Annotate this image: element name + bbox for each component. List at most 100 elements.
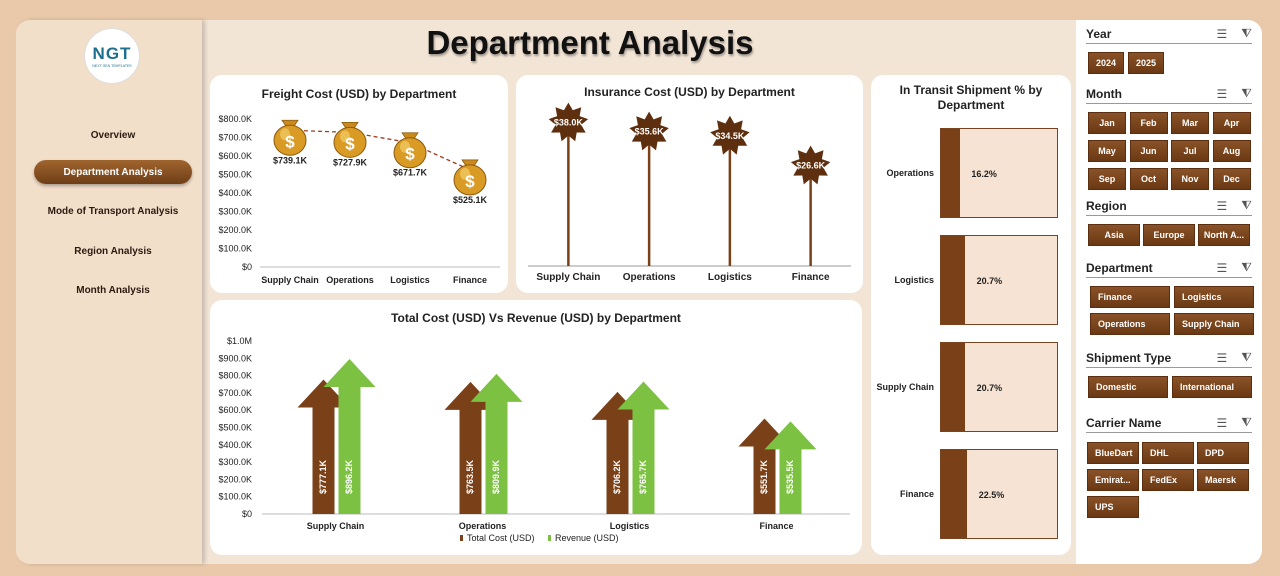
transit-bar-fill <box>941 129 960 217</box>
cost-vs-revenue-card: Total Cost (USD) Vs Revenue (USD) by Dep… <box>210 300 862 555</box>
slicer-option-department[interactable]: Logistics <box>1174 286 1254 308</box>
transit-bar-fill <box>941 236 965 324</box>
slicer-option-carrier[interactable]: FedEx <box>1142 469 1194 491</box>
slicer-option-year[interactable]: 2025 <box>1128 52 1164 74</box>
multi-select-icon[interactable]: ☰ <box>1216 198 1228 213</box>
slicer-option-month[interactable]: Nov <box>1171 168 1209 190</box>
x-tick-label: Operations <box>326 275 374 285</box>
slicer-option-carrier[interactable]: DPD <box>1197 442 1249 464</box>
slicer-option-month[interactable]: Apr <box>1212 112 1251 134</box>
slicer-title-year: Year <box>1086 26 1112 41</box>
money-bag-icon: $ <box>393 132 427 169</box>
slicer-option-year[interactable]: 2024 <box>1088 52 1124 74</box>
slicer-option-month[interactable]: May <box>1088 140 1126 162</box>
nav-department-analysis[interactable]: Department Analysis <box>34 160 192 184</box>
slicer-option-shipment[interactable]: International <box>1172 376 1252 398</box>
clear-filter-icon[interactable]: ⧨ <box>1241 26 1252 40</box>
logo-subtext: NEXT GEN TEMPLATES <box>92 64 132 68</box>
slicer-option-carrier[interactable]: Maersk <box>1197 469 1249 491</box>
slicer-option-region[interactable]: North A... <box>1198 224 1250 246</box>
slicer-option-month[interactable]: Mar <box>1171 112 1209 134</box>
y-tick-label: $400.0K <box>218 188 252 198</box>
data-label: $706.2K <box>612 459 622 494</box>
revenue-bar <box>470 373 523 514</box>
data-label: $896.2K <box>344 459 354 494</box>
transit-category-label: Finance <box>899 489 934 499</box>
clear-filter-icon[interactable]: ⧨ <box>1241 415 1252 429</box>
nav-month-analysis[interactable]: Month Analysis <box>76 284 150 296</box>
clear-filter-icon[interactable]: ⧨ <box>1241 86 1252 100</box>
slicer-option-region[interactable]: Asia <box>1088 224 1140 246</box>
slicer-option-carrier[interactable]: Emirat... <box>1087 469 1139 491</box>
nav-mode-of-transport-analysis[interactable]: Mode of Transport Analysis <box>47 205 179 217</box>
logo-text: NGT <box>92 44 132 63</box>
transit-category-label: Supply Chain <box>876 382 934 392</box>
sidebar <box>16 20 202 564</box>
cost-vs-revenue-chart: $0 $100.0K $200.0K $300.0K $400.0K $500.0K $60… <box>218 336 850 543</box>
transit-bar-fill <box>941 450 968 538</box>
x-tick-label: Logistics <box>390 275 430 285</box>
slicer-option-department[interactable]: Supply Chain <box>1174 313 1254 335</box>
data-label: $671.7K <box>393 168 428 178</box>
x-tick-label: Supply Chain <box>536 272 600 283</box>
slicer-option-region[interactable]: Europe <box>1143 224 1195 246</box>
chart-legend: Total Cost (USD) Revenue (USD) <box>460 533 619 543</box>
revenue-bar <box>764 421 817 514</box>
y-tick-label: $200.0K <box>218 225 252 235</box>
y-tick-label: $500.0K <box>218 170 252 180</box>
slicer-option-month[interactable]: Jul <box>1171 140 1209 162</box>
data-label: $38.0K <box>554 118 584 128</box>
slicer-header-carrier: Carrier Name ☰ ⧨ <box>1086 413 1252 433</box>
money-bag-icon: $ <box>453 159 487 196</box>
y-tick-label: $100.0K <box>218 244 252 254</box>
slicer-option-carrier[interactable]: UPS <box>1087 496 1139 518</box>
slicer-option-department[interactable]: Finance <box>1090 286 1170 308</box>
nav-overview[interactable]: Overview <box>90 129 136 141</box>
slicer-option-carrier[interactable]: BlueDart <box>1087 442 1139 464</box>
multi-select-icon[interactable]: ☰ <box>1216 260 1228 275</box>
slicer-option-carrier[interactable]: DHL <box>1142 442 1194 464</box>
legend-swatch <box>548 535 551 541</box>
slicer-option-month[interactable]: Aug <box>1212 140 1251 162</box>
svg-text:$: $ <box>405 145 415 164</box>
y-tick-label: $600.0K <box>218 151 252 161</box>
multi-select-icon[interactable]: ☰ <box>1216 26 1228 41</box>
transit-category-label: Operations <box>886 168 934 178</box>
clear-filter-icon[interactable]: ⧨ <box>1241 198 1252 212</box>
page-title: Department Analysis <box>426 24 754 61</box>
freight-trend-line <box>289 129 471 171</box>
transit-bar: 20.7% <box>940 342 1058 432</box>
multi-select-icon[interactable]: ☰ <box>1216 415 1228 430</box>
data-label: $763.5K <box>465 459 475 494</box>
y-tick-label: $100.0K <box>218 492 252 502</box>
starburst-marker <box>790 145 831 185</box>
slicer-option-month[interactable]: Jun <box>1129 140 1168 162</box>
slicer-option-department[interactable]: Operations <box>1090 313 1170 335</box>
slicer-header-year: Year ☰ ⧨ <box>1086 24 1252 44</box>
slicer-option-shipment[interactable]: Domestic <box>1088 376 1168 398</box>
starburst-marker <box>548 102 589 142</box>
slicer-option-month[interactable]: Jan <box>1088 112 1126 134</box>
multi-select-icon[interactable]: ☰ <box>1216 86 1228 101</box>
y-tick-label: $600.0K <box>218 405 252 415</box>
clear-filter-icon[interactable]: ⧨ <box>1241 350 1252 364</box>
multi-select-icon[interactable]: ☰ <box>1216 350 1228 365</box>
y-tick-label: $700.0K <box>218 133 252 143</box>
insurance-cost-title: Insurance Cost (USD) by Department <box>584 85 795 99</box>
slicer-title-department: Department <box>1086 260 1153 275</box>
transit-bar: 22.5% <box>940 449 1058 539</box>
slicer-option-month[interactable]: Oct <box>1129 168 1168 190</box>
slicer-option-month[interactable]: Dec <box>1212 168 1251 190</box>
slicer-option-month[interactable]: Sep <box>1088 168 1126 190</box>
starburst-marker <box>710 115 750 155</box>
data-label: $727.9K <box>333 157 368 167</box>
money-bag-icon: $ <box>333 121 367 158</box>
legend-label: Total Cost (USD) <box>467 533 535 543</box>
slicer-option-month[interactable]: Feb <box>1129 112 1168 134</box>
y-tick-label: $800.0K <box>218 371 252 381</box>
nav-region-analysis[interactable]: Region Analysis <box>74 245 152 257</box>
x-tick-label: Operations <box>623 272 676 283</box>
x-tick-label: Supply Chain <box>261 275 319 285</box>
clear-filter-icon[interactable]: ⧨ <box>1241 260 1252 274</box>
insurance-cost-card: Insurance Cost (USD) by Department $38.0… <box>516 75 863 293</box>
